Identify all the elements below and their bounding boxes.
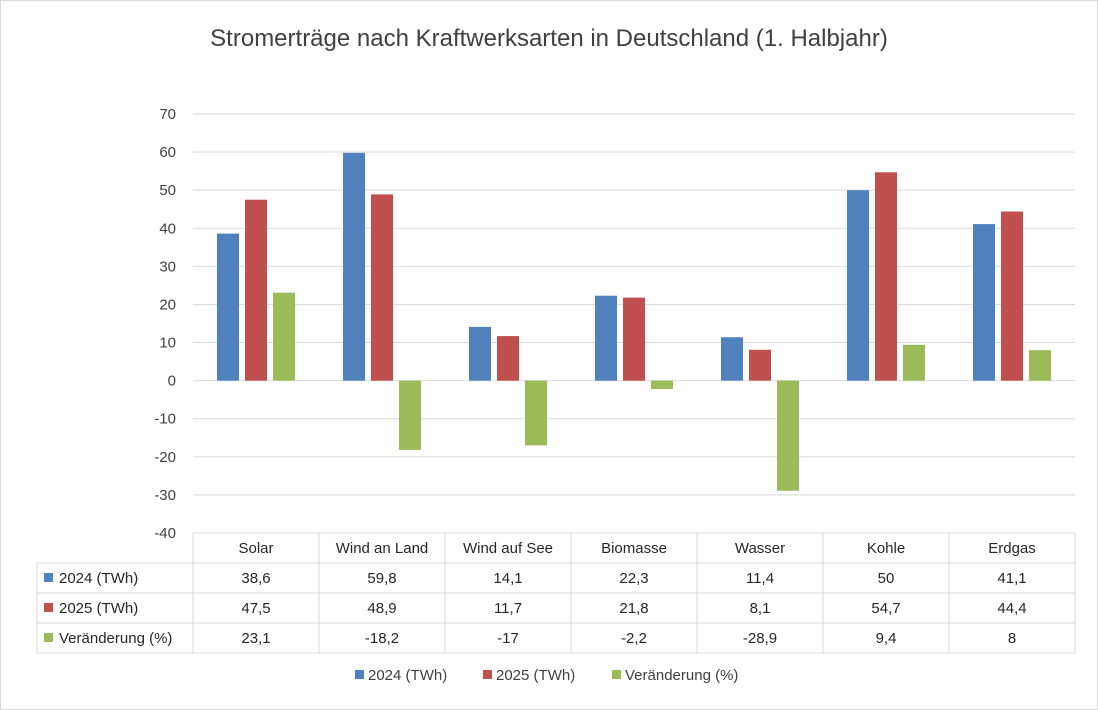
table-value: 38,6 bbox=[241, 570, 270, 587]
table-value: 8 bbox=[1008, 630, 1016, 647]
bar-biomasse-0 bbox=[595, 295, 617, 381]
legend-key bbox=[612, 670, 621, 679]
table-series-name: Veränderung (%) bbox=[59, 630, 172, 647]
bar-erdgas-2 bbox=[1029, 350, 1051, 381]
y-tick-label: 30 bbox=[159, 258, 176, 275]
bar-kohle-0 bbox=[847, 190, 869, 381]
legend-label: 2024 (TWh) bbox=[368, 667, 447, 684]
bar-solar-0 bbox=[217, 233, 239, 381]
bar-erdgas-0 bbox=[973, 224, 995, 381]
y-tick-label: 60 bbox=[159, 144, 176, 161]
y-tick-label: 40 bbox=[159, 220, 176, 237]
table-value: 54,7 bbox=[871, 600, 900, 617]
table-value: -17 bbox=[497, 630, 519, 647]
bar-biomasse-1 bbox=[623, 297, 645, 381]
table-category-label: Wind an Land bbox=[336, 540, 429, 557]
table-series-name: 2024 (TWh) bbox=[59, 570, 138, 587]
y-tick-label: -10 bbox=[154, 411, 176, 428]
bar-wind-auf-see-1 bbox=[497, 336, 519, 381]
table-value: 50 bbox=[878, 570, 895, 587]
bar-solar-1 bbox=[245, 199, 267, 381]
table-value: 21,8 bbox=[619, 600, 648, 617]
table-category-label: Erdgas bbox=[988, 540, 1036, 557]
bar-wind-an-land-2 bbox=[399, 380, 421, 450]
table-legend-key bbox=[44, 573, 53, 582]
table-value: 14,1 bbox=[493, 570, 522, 587]
table-value: 59,8 bbox=[367, 570, 396, 587]
bar-wasser-2 bbox=[777, 380, 799, 491]
bar-solar-2 bbox=[273, 292, 295, 381]
y-tick-label: 10 bbox=[159, 335, 176, 352]
table-category-label: Wind auf See bbox=[463, 540, 553, 557]
table-value: -18,2 bbox=[365, 630, 399, 647]
y-tick-label: 70 bbox=[159, 106, 176, 123]
y-tick-label: -30 bbox=[154, 487, 176, 504]
table-category-label: Solar bbox=[238, 540, 273, 557]
bar-erdgas-1 bbox=[1001, 211, 1023, 381]
table-legend-key bbox=[44, 633, 53, 642]
y-tick-label: -20 bbox=[154, 449, 176, 466]
table-value: -2,2 bbox=[621, 630, 647, 647]
bar-wasser-0 bbox=[721, 337, 743, 381]
bar-kohle-1 bbox=[875, 172, 897, 381]
bar-wind-an-land-1 bbox=[371, 194, 393, 381]
table-legend-key bbox=[44, 603, 53, 612]
table-category-label: Kohle bbox=[867, 540, 905, 557]
bar-wind-an-land-0 bbox=[343, 152, 365, 381]
bar-kohle-2 bbox=[903, 344, 925, 381]
table-value: 11,4 bbox=[746, 570, 774, 587]
y-tick-label: 50 bbox=[159, 182, 176, 199]
table-value: 23,1 bbox=[241, 630, 270, 647]
table-value: 41,1 bbox=[997, 570, 1026, 587]
y-tick-label: -40 bbox=[154, 525, 176, 542]
table-value: 11,7 bbox=[494, 600, 522, 617]
table-value: -28,9 bbox=[743, 630, 777, 647]
bar-wind-auf-see-0 bbox=[469, 326, 491, 381]
table-category-label: Wasser bbox=[735, 540, 785, 557]
y-tick-label: 0 bbox=[168, 373, 176, 390]
bar-wind-auf-see-2 bbox=[525, 380, 547, 446]
table-category-label: Biomasse bbox=[601, 540, 667, 557]
legend-key bbox=[355, 670, 364, 679]
table-value: 44,4 bbox=[997, 600, 1026, 617]
legend-key bbox=[483, 670, 492, 679]
chart-title: Stromerträge nach Kraftwerksarten in Deu… bbox=[210, 25, 888, 52]
legend-label: Veränderung (%) bbox=[625, 667, 738, 684]
table-value: 48,9 bbox=[367, 600, 396, 617]
legend-label: 2025 (TWh) bbox=[496, 667, 575, 684]
table-value: 22,3 bbox=[619, 570, 648, 587]
bar-biomasse-2 bbox=[651, 380, 673, 390]
table-value: 9,4 bbox=[876, 630, 897, 647]
y-tick-label: 20 bbox=[159, 296, 176, 313]
table-value: 47,5 bbox=[241, 600, 270, 617]
table-value: 8,1 bbox=[750, 600, 771, 617]
table-series-name: 2025 (TWh) bbox=[59, 600, 138, 617]
bar-wasser-1 bbox=[749, 349, 771, 381]
